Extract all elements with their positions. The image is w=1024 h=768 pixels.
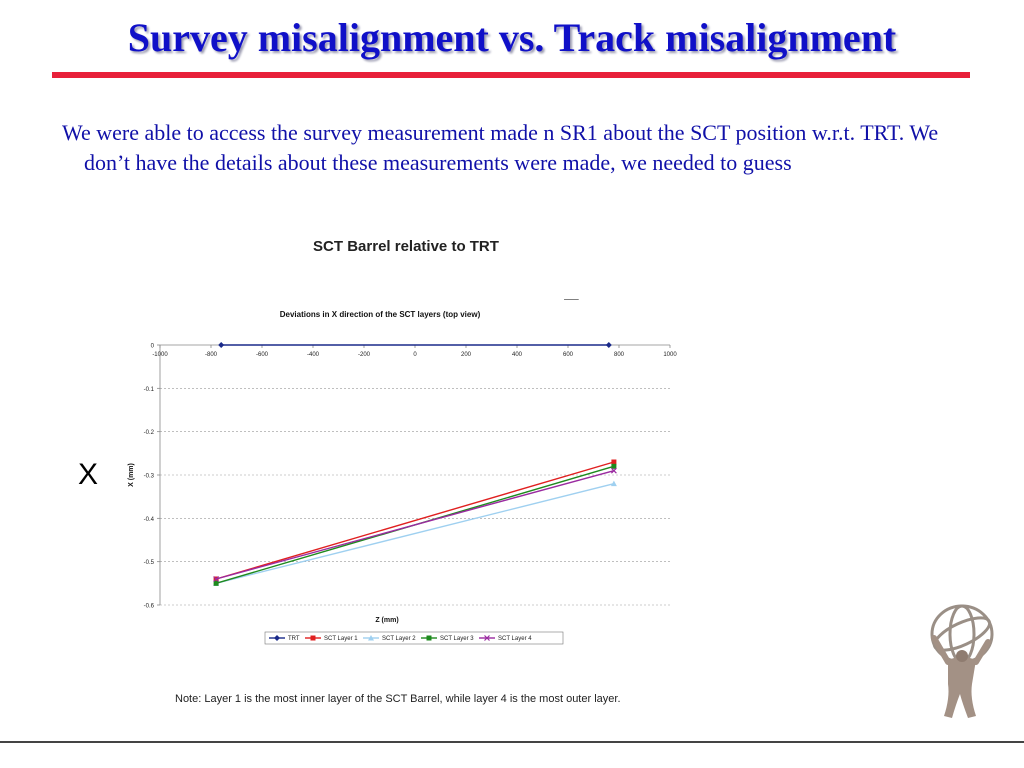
- data-point: [274, 635, 280, 641]
- series-line: [215, 461, 615, 580]
- data-point: [213, 580, 219, 586]
- series-group: [213, 342, 617, 586]
- legend-label: SCT Layer 4: [498, 636, 532, 642]
- x-tick-label: 1000: [663, 352, 677, 358]
- y-tick-label: -0.3: [144, 474, 155, 480]
- slide-title: Survey misalignment vs. Track misalignme…: [127, 15, 897, 60]
- data-point: [610, 467, 617, 474]
- axis-letter-x: X: [78, 458, 99, 491]
- x-axis-label: Z (mm): [375, 617, 398, 624]
- legend-item: TRT: [269, 635, 300, 642]
- legend-item: SCT Layer 4: [479, 635, 532, 642]
- chart-title: Deviations in X direction of the SCT lay…: [280, 310, 481, 319]
- x-tick-label: 400: [512, 352, 523, 358]
- legend: TRT SCT Layer 1 SCT Layer 2 SCT Layer 3 SCT …: [264, 631, 564, 645]
- data-point: [218, 342, 225, 348]
- legend-item: SCT Layer 2: [363, 635, 416, 642]
- chart-note: Note: Layer 1 is the most inner layer of…: [175, 693, 621, 705]
- y-tick-label: 0: [151, 344, 155, 350]
- series-sct-layer-4: [213, 467, 617, 582]
- x-tick-label: 600: [563, 352, 574, 358]
- x-tick-label: -400: [307, 352, 320, 358]
- legend-label: SCT Layer 1: [324, 636, 358, 642]
- series-line: [215, 482, 615, 585]
- y-tick-label: -0.5: [144, 560, 155, 566]
- x-tick-label: 200: [461, 352, 472, 358]
- legend-item: SCT Layer 3: [421, 635, 474, 642]
- legend-label: TRT: [288, 636, 300, 642]
- legend-item: SCT Layer 1: [305, 635, 358, 642]
- data-point: [310, 635, 316, 641]
- legend-label: SCT Layer 3: [440, 636, 474, 642]
- title-underline: [52, 72, 970, 78]
- y-tick-label: -0.4: [144, 517, 155, 523]
- data-point: [368, 635, 374, 641]
- data-point: [213, 576, 220, 582]
- y-axis-label: X (mm): [128, 463, 135, 487]
- y-tick-label: -0.1: [144, 387, 155, 393]
- x-tick-label: 800: [614, 352, 625, 358]
- chart: Deviations in X direction of the SCT lay…: [120, 300, 680, 652]
- series-trt: [218, 342, 612, 348]
- x-tick-label: 0: [413, 352, 417, 358]
- y-tick-label: -0.2: [144, 430, 155, 436]
- chart-heading: SCT Barrel relative to TRT: [313, 238, 499, 255]
- y-tick-label: -0.6: [144, 604, 155, 610]
- x-tick-label: -200: [358, 352, 371, 358]
- data-point: [484, 635, 490, 641]
- footer-rule: [0, 741, 1024, 743]
- data-point: [610, 480, 617, 487]
- y-axis: 0 -0.1 -0.2 -0.3 -0.4 -0.5 -0.6: [144, 344, 161, 610]
- chart-background: [120, 300, 680, 652]
- x-tick-label: -1000: [152, 352, 168, 358]
- data-point: [426, 635, 432, 641]
- x-tick-label: -800: [205, 352, 218, 358]
- data-point: [611, 459, 617, 465]
- data-point: [605, 342, 612, 348]
- legend-box: [264, 631, 564, 645]
- series-line: [215, 469, 615, 580]
- body-text: We were able to access the survey measur…: [62, 120, 939, 175]
- data-point: [611, 463, 617, 469]
- legend-label: SCT Layer 2: [382, 636, 416, 642]
- x-tick-label: -600: [256, 352, 269, 358]
- atlas-logo: [930, 604, 994, 718]
